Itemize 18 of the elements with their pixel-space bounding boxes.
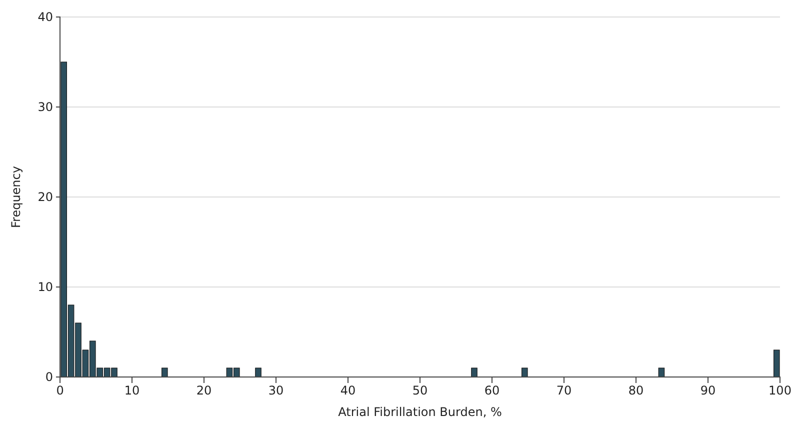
x-tick-label: 60 [484, 384, 500, 398]
x-tick-label: 20 [196, 384, 212, 398]
x-tick-label: 70 [556, 384, 572, 398]
x-tick-label: 90 [700, 384, 716, 398]
x-tick-label: 50 [412, 384, 428, 398]
y-tick-label: 0 [45, 370, 53, 384]
y-tick-label: 30 [38, 100, 53, 114]
y-tick-label: 10 [38, 280, 53, 294]
y-axis-title: Frequency [9, 166, 23, 228]
x-tick-label: 100 [768, 384, 792, 398]
x-axis-title: Atrial Fibrillation Burden, % [338, 405, 502, 419]
x-tick-label: 40 [340, 384, 356, 398]
x-tick-label: 30 [268, 384, 284, 398]
x-tick-label: 80 [628, 384, 644, 398]
x-tick-label: 0 [56, 384, 64, 398]
x-tick-label: 10 [124, 384, 140, 398]
y-tick-label: 20 [38, 190, 53, 204]
y-tick-label: 40 [38, 10, 53, 24]
